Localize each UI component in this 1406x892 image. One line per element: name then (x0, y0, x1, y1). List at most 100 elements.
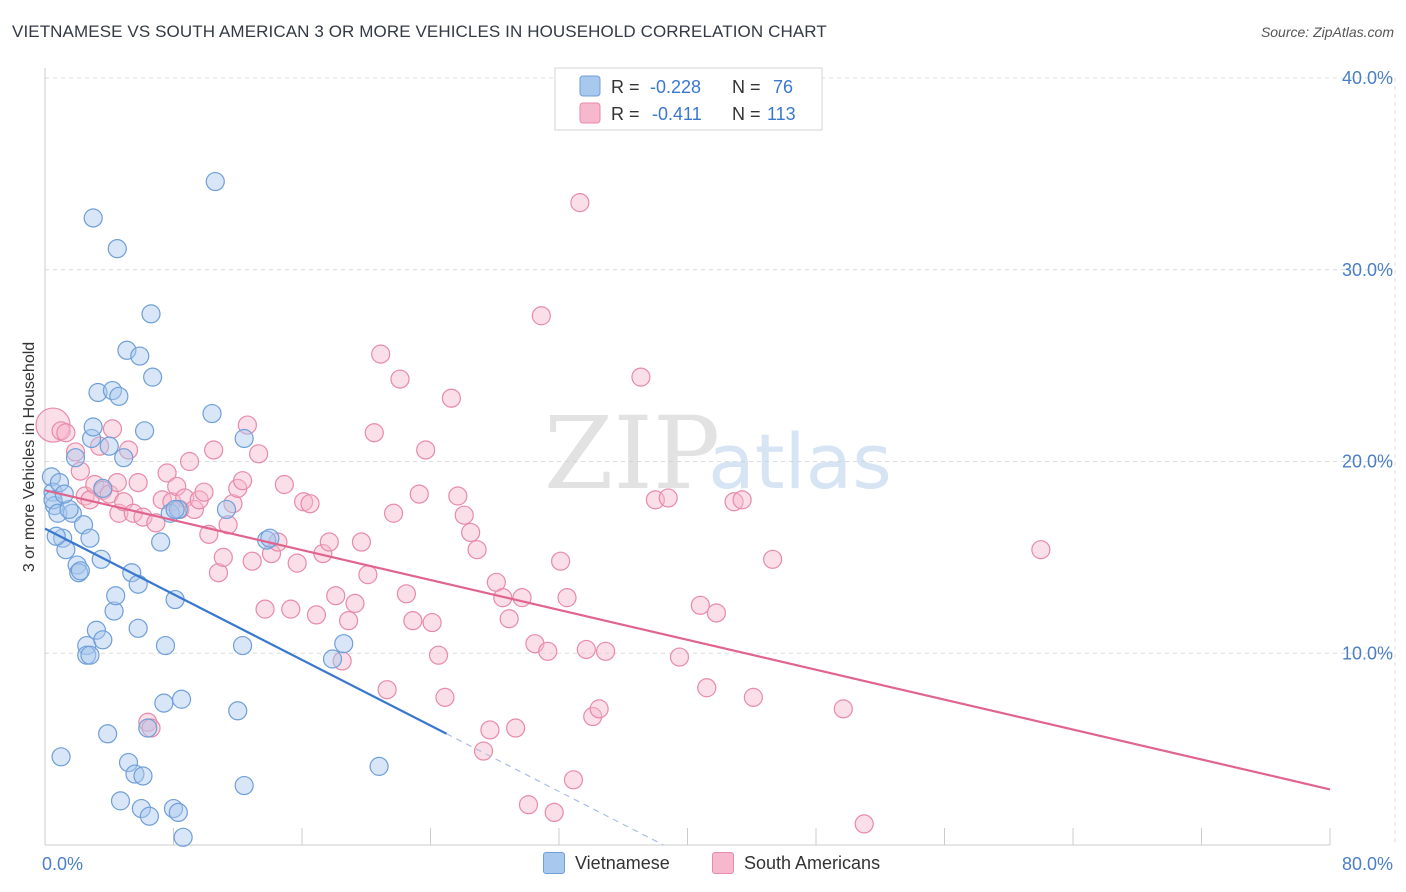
point-south-americans (274, 474, 294, 495)
point-south-americans (255, 599, 275, 619)
point-south-americans (300, 494, 320, 514)
point-vietnamese (67, 555, 87, 575)
point-south-americans (390, 369, 410, 389)
point-vietnamese (51, 747, 71, 767)
point-vietnamese (143, 367, 163, 387)
point-vietnamese (168, 802, 188, 823)
point-vietnamese (104, 601, 124, 621)
point-south-americans (576, 639, 596, 660)
legend-label-south-americans: South Americans (744, 852, 881, 873)
point-south-americans (1031, 540, 1051, 560)
y-tick-label: 20.0% (1342, 452, 1393, 472)
legend-n-value: 113 (767, 104, 796, 124)
x-tick-label: 80.0% (1342, 854, 1393, 874)
point-south-americans (242, 551, 262, 571)
point-south-americans (146, 513, 166, 533)
point-south-americans (563, 770, 584, 790)
point-south-americans (570, 193, 590, 213)
legend-r-value: -0.411 (652, 104, 702, 124)
point-south-americans (512, 588, 532, 608)
point-south-americans (557, 588, 577, 608)
point-south-americans (435, 687, 455, 707)
x-tick-label: 0.0% (42, 854, 83, 874)
point-vietnamese (80, 645, 100, 665)
legend-item-south-americans[interactable]: South Americans (712, 852, 880, 874)
point-south-americans (518, 795, 539, 815)
point-south-americans (690, 595, 710, 615)
point-south-americans (167, 476, 187, 497)
legend-swatch-vietnamese (543, 852, 565, 874)
point-vietnamese (80, 528, 100, 548)
point-vietnamese (165, 589, 185, 610)
point-south-americans (428, 645, 449, 665)
point-vietnamese (49, 472, 70, 493)
point-vietnamese (234, 428, 254, 449)
series-south-americans (35, 193, 1051, 834)
point-vietnamese (234, 775, 254, 796)
point-south-americans (179, 451, 200, 472)
point-south-americans (383, 503, 404, 523)
point-vietnamese (98, 724, 118, 744)
point-vietnamese (70, 561, 90, 581)
point-south-americans (345, 593, 365, 613)
point-south-americans (595, 641, 616, 661)
point-vietnamese (48, 503, 68, 523)
point-south-americans (403, 611, 423, 631)
point-south-americans (232, 471, 253, 491)
point-south-americans (499, 609, 519, 629)
point-south-americans (107, 472, 127, 493)
point-south-americans (157, 463, 177, 483)
point-south-americans (102, 419, 123, 439)
legend-r-label: R = (611, 77, 640, 97)
point-vietnamese (56, 540, 76, 560)
point-vietnamese (118, 752, 139, 773)
legend-r-label: R = (611, 104, 640, 124)
point-south-americans (551, 551, 571, 571)
point-south-americans (409, 484, 429, 504)
point-south-americans (396, 584, 417, 604)
point-vietnamese (114, 448, 134, 468)
trend-line-vietnamese-extension (446, 733, 664, 846)
point-south-americans (538, 641, 558, 661)
point-vietnamese (205, 171, 225, 192)
watermark-zip: ZIP (544, 395, 720, 512)
point-south-americans (249, 444, 269, 464)
point-south-americans (697, 678, 717, 698)
point-vietnamese (107, 239, 127, 259)
point-south-americans (706, 603, 727, 623)
point-south-americans (854, 814, 874, 834)
chart-title: VIETNAMESE VS SOUTH AMERICAN 3 OR MORE V… (12, 22, 827, 41)
correlation-legend: R = -0.228 N = 76 R = -0.411 N = 113 (554, 67, 823, 131)
point-vietnamese (88, 382, 108, 403)
trend-line-vietnamese (44, 527, 448, 735)
bottom-legend: Vietnamese South Americans (0, 852, 1406, 878)
point-vietnamese (165, 499, 185, 520)
point-south-americans (208, 563, 229, 583)
point-south-americans (364, 423, 384, 443)
point-south-americans (669, 647, 690, 667)
point-vietnamese (202, 403, 222, 424)
point-south-americans (194, 482, 214, 502)
point-south-americans (377, 680, 397, 700)
y-tick-labels: 10.0% 20.0% 30.0% 40.0% (1342, 68, 1393, 663)
point-south-americans (204, 440, 224, 460)
point-vietnamese (134, 421, 155, 441)
point-south-americans (454, 505, 474, 525)
legend-item-vietnamese[interactable]: Vietnamese (543, 852, 670, 874)
point-vietnamese (334, 634, 354, 654)
y-axis-label: 3 or more Vehicles in Household (21, 342, 38, 572)
point-vietnamese (151, 532, 171, 552)
point-vietnamese (369, 756, 389, 776)
legend-n-label: N = (732, 104, 761, 124)
point-south-americans (589, 699, 609, 719)
legend-n-value: 76 (773, 77, 793, 97)
point-south-americans (358, 565, 378, 585)
point-vietnamese (86, 620, 107, 640)
point-south-americans (531, 306, 551, 326)
point-south-americans (371, 344, 391, 364)
point-vietnamese (173, 827, 193, 847)
point-vietnamese (83, 208, 103, 228)
x-tick-labels: 0.0% 80.0% (42, 854, 1393, 874)
point-south-americans (281, 599, 301, 619)
